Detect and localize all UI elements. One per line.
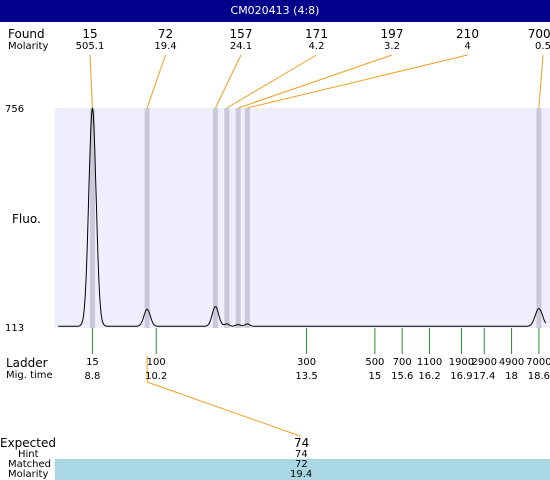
found-size-label: 72 <box>157 27 174 41</box>
molarity-bottom-value: 19.4 <box>290 469 313 480</box>
molarity-bottom-label: Molarity <box>8 469 49 480</box>
found-connector-line <box>146 54 166 109</box>
ladder-time-label: 16.9 <box>450 371 473 382</box>
peak-bands <box>89 108 542 328</box>
mig-time-row-label: Mig. time <box>6 370 53 381</box>
peak-band <box>244 108 250 328</box>
ladder-time-label: 15 <box>368 371 382 382</box>
found-size-label: 171 <box>305 27 328 41</box>
ladder-time-label: 10.2 <box>145 371 168 382</box>
ladder-time-label: 18 <box>505 371 518 382</box>
expected-value: 74 <box>294 436 310 450</box>
matched-value: 72 <box>295 459 308 470</box>
found-connector-line <box>89 54 93 109</box>
ladder-size-label: 1900 <box>448 357 475 368</box>
hint-value: 74 <box>295 449 308 460</box>
found-size-label: 210 <box>456 27 479 41</box>
ladder-size-label: 7000 <box>526 357 550 368</box>
y-tick-min: 113 <box>5 323 25 334</box>
peak-band <box>89 108 95 328</box>
found-molarity-label: 4 <box>464 41 471 52</box>
peak-band <box>144 108 150 328</box>
peak-band <box>235 108 241 328</box>
ladder-size-label: 2900 <box>471 357 497 368</box>
found-molarity-label: 0.5 <box>535 41 550 52</box>
ladder-time-label: 15.6 <box>391 371 414 382</box>
found-connector-line <box>214 54 242 109</box>
ladder-size-label: 700 <box>392 357 412 368</box>
ladder-size-label: 15 <box>86 357 99 368</box>
fluorescence-trace <box>58 107 547 327</box>
ladder-time-label: 16.2 <box>418 371 441 382</box>
found-molarity-label: 505.1 <box>75 41 105 52</box>
peak-band <box>224 108 230 328</box>
expected-label: Expected <box>0 436 56 450</box>
y-axis-label: Fluo. <box>12 212 41 226</box>
ladder-size-label: 300 <box>297 357 317 368</box>
ladder-size-label: 4900 <box>498 357 525 368</box>
ladder-size-label: 500 <box>365 357 385 368</box>
ladder-size-label: 100 <box>146 357 166 368</box>
found-molarity-label: 4.2 <box>308 41 325 52</box>
matched-label: Matched <box>8 459 52 470</box>
found-size-label: 197 <box>380 27 404 41</box>
peak-band <box>536 108 542 328</box>
found-row-label: Found <box>8 27 45 41</box>
ladder-row-label: Ladder <box>6 356 48 370</box>
found-molarity-label: 24.1 <box>229 41 253 52</box>
matched-highlight <box>55 459 550 480</box>
ladder-time-label: 17.4 <box>473 371 496 382</box>
chart-title: CM020413 (4:8) <box>0 0 550 22</box>
ladder-time-label: 18.6 <box>527 371 550 382</box>
ladder-time-label: 8.8 <box>84 371 101 382</box>
found-connector-line <box>226 54 317 109</box>
ladder-time-label: 13.5 <box>295 371 318 382</box>
ladder-ticks <box>91 328 540 354</box>
y-tick-max: 756 <box>5 104 25 115</box>
found-connector-line <box>538 54 544 109</box>
found-molarity-label: 3.2 <box>384 41 400 52</box>
found-size-label: 157 <box>229 27 253 41</box>
found-connectors <box>89 54 544 109</box>
plot-area <box>55 108 550 328</box>
found-connector-line <box>238 54 393 109</box>
molarity-row-label: Molarity <box>8 41 49 52</box>
hint-label: Hint <box>18 449 39 460</box>
found-size-label: 7000 <box>527 27 550 41</box>
found-size-label: 15 <box>82 27 98 41</box>
found-molarity-label: 19.4 <box>154 41 177 52</box>
found-connector-line <box>247 54 468 109</box>
expected-connector <box>146 381 301 437</box>
peak-band <box>212 108 218 328</box>
ladder-size-label: 1100 <box>416 357 443 368</box>
